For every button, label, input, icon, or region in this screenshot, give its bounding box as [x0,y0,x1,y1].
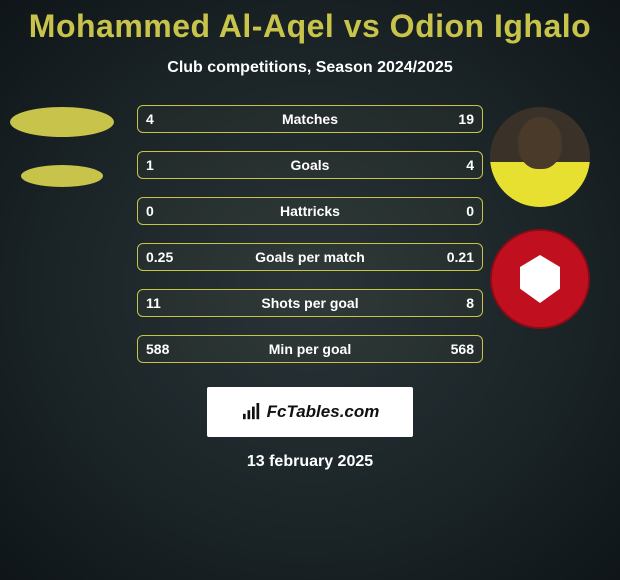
footer-date: 13 february 2025 [0,453,620,471]
page-subtitle: Club competitions, Season 2024/2025 [0,59,620,77]
stat-label: Hattricks [184,203,436,219]
stat-row: 1Goals4 [137,151,483,179]
left-player-ellipse-small [21,165,103,187]
stat-label: Goals [184,157,436,173]
stat-right-value: 568 [436,341,474,357]
stat-right-value: 0.21 [436,249,474,265]
stat-right-value: 19 [436,111,474,127]
stats-list: 4Matches191Goals40Hattricks00.25Goals pe… [137,105,483,363]
stats-area: 4Matches191Goals40Hattricks00.25Goals pe… [0,105,620,363]
stat-label: Matches [184,111,436,127]
right-player-club-badge [490,229,590,329]
left-player-graphics [10,107,114,187]
stat-row: 0Hattricks0 [137,197,483,225]
chart-bars-icon [241,403,263,421]
stat-right-value: 4 [436,157,474,173]
stat-left-value: 4 [146,111,184,127]
stat-label: Min per goal [184,341,436,357]
stat-left-value: 0 [146,203,184,219]
stat-left-value: 588 [146,341,184,357]
stat-row: 4Matches19 [137,105,483,133]
page-title: Mohammed Al-Aqel vs Odion Ighalo [0,0,620,45]
stat-label: Shots per goal [184,295,436,311]
stat-right-value: 0 [436,203,474,219]
stat-row: 0.25Goals per match0.21 [137,243,483,271]
stat-right-value: 8 [436,295,474,311]
source-badge: FcTables.com [207,387,413,437]
left-player-ellipse-large [10,107,114,137]
stat-left-value: 11 [146,295,184,311]
stat-left-value: 1 [146,157,184,173]
stat-left-value: 0.25 [146,249,184,265]
stat-label: Goals per match [184,249,436,265]
source-badge-text: FcTables.com [267,402,380,422]
right-player-graphics [490,107,590,329]
stat-row: 11Shots per goal8 [137,289,483,317]
right-player-avatar [490,107,590,207]
stat-row: 588Min per goal568 [137,335,483,363]
